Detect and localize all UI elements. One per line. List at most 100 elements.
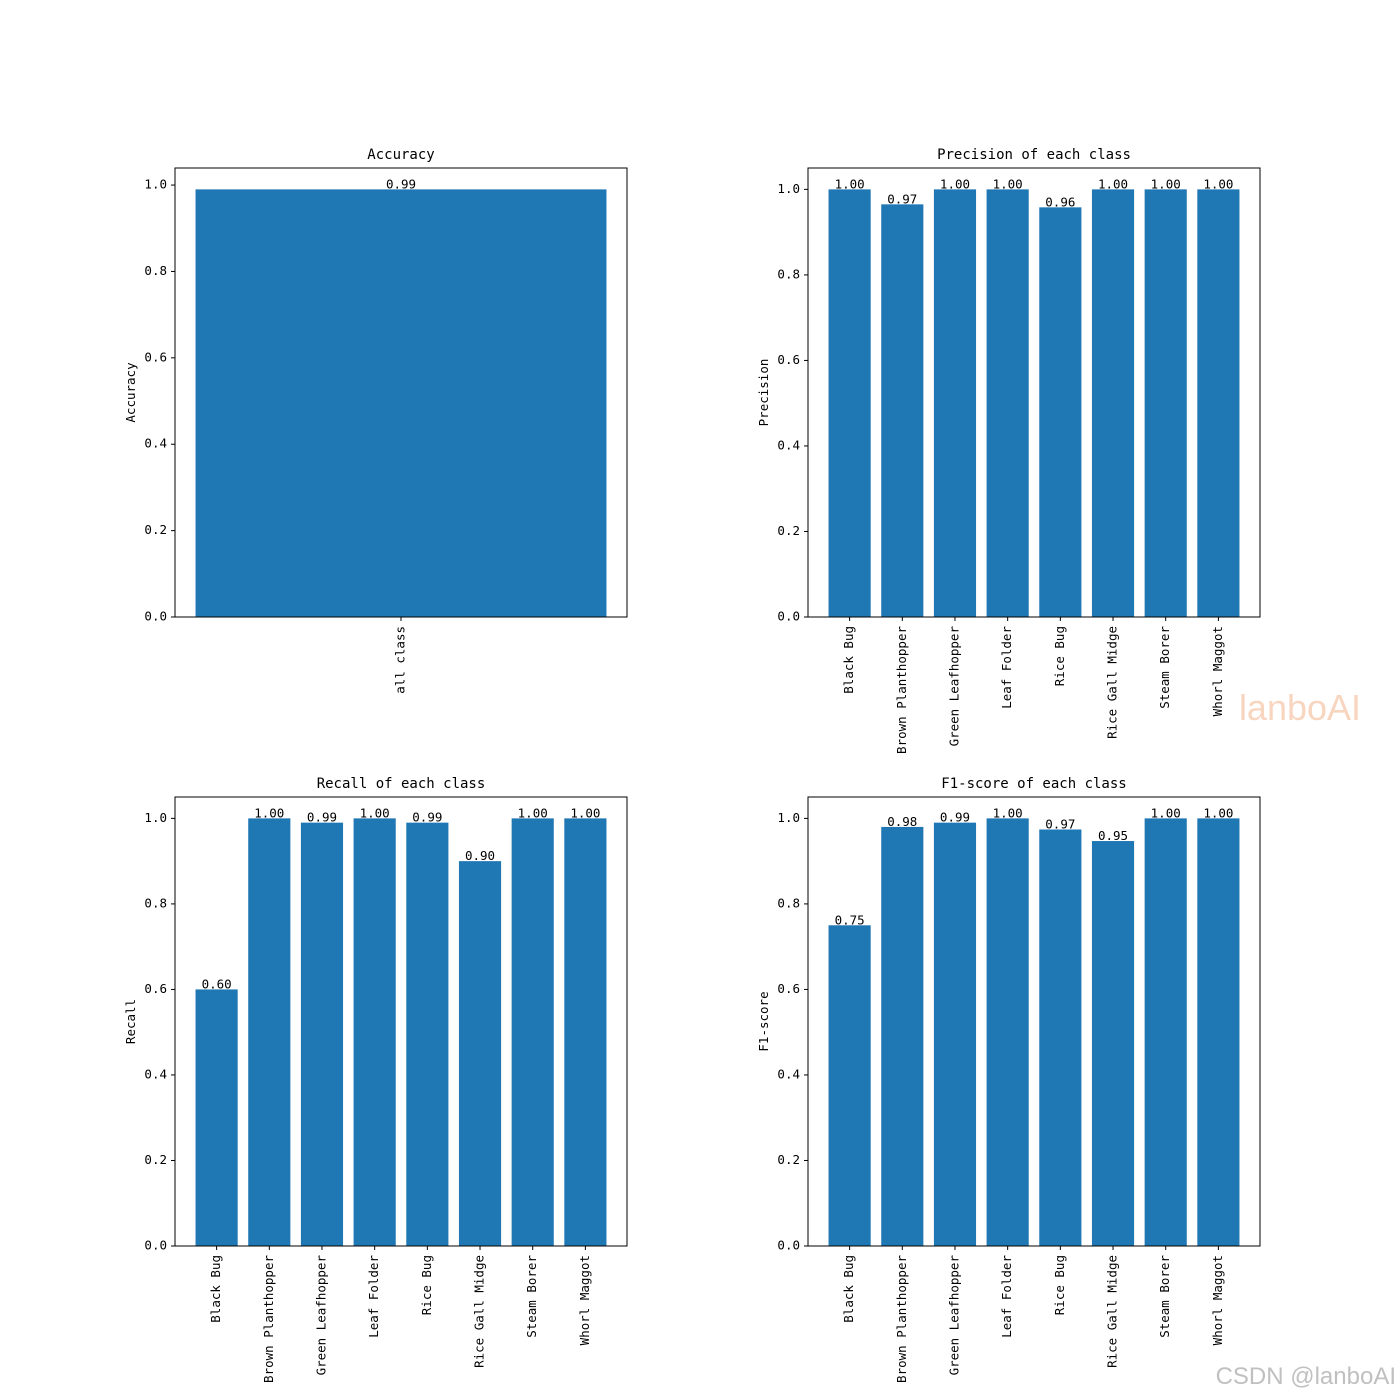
y-tick-label: 0.2	[777, 523, 800, 538]
y-tick-label: 1.0	[777, 810, 800, 825]
x-tick-label: Black Bug	[841, 1255, 856, 1323]
y-tick-label: 1.0	[144, 177, 167, 192]
bar	[353, 818, 396, 1246]
y-tick-label: 0.2	[144, 522, 167, 537]
value-label: 0.98	[887, 814, 917, 829]
value-label: 0.90	[465, 848, 495, 863]
bar	[828, 925, 871, 1246]
value-label: 1.00	[360, 805, 390, 820]
value-label: 0.99	[412, 810, 442, 825]
x-tick-label: Green Leafhopper	[946, 626, 961, 747]
value-label: 1.00	[993, 176, 1023, 191]
x-tick-label: Steam Borer	[524, 1255, 539, 1338]
subplot: 0.99 all class 0.0 0.2 0.4 0.6 0.8 1.0 Accuracy A…	[123, 147, 628, 694]
y-tick-label: 1.0	[777, 181, 800, 196]
value-label: 1.00	[1151, 176, 1181, 191]
x-tick-label: Rice Gall Midge	[472, 1255, 487, 1368]
bar	[195, 989, 238, 1246]
bar	[458, 861, 502, 1246]
bar	[933, 189, 977, 617]
y-tick-label: 0.2	[144, 1152, 167, 1167]
x-tick-label: Rice Bug	[419, 1255, 434, 1315]
x-tick-label: Leaf Folder	[366, 1255, 381, 1338]
bar	[1197, 818, 1240, 1246]
y-tick-label: 0.8	[777, 895, 800, 910]
x-tick-label: Brown Planthopper	[894, 1255, 909, 1383]
bar	[881, 204, 924, 617]
bar	[1039, 829, 1082, 1246]
y-tick-label: 1.0	[144, 810, 167, 825]
chart-title: Accuracy	[367, 147, 434, 163]
value-label: 1.00	[570, 805, 600, 820]
x-tick-label: Steam Borer	[1157, 626, 1172, 709]
x-tick-label: Brown Planthopper	[261, 1255, 276, 1383]
x-tick-label: Brown Planthopper	[894, 626, 909, 754]
x-tick-label: Whorl Maggot	[1210, 626, 1225, 716]
value-label: 1.00	[1203, 805, 1233, 820]
bar	[1091, 841, 1135, 1246]
value-label: 0.97	[1045, 816, 1075, 831]
axes-frame	[807, 796, 1261, 1247]
value-label: 0.99	[307, 810, 337, 825]
x-tick-label: Rice Gall Midge	[1105, 626, 1120, 739]
x-tick-label: Steam Borer	[1157, 1255, 1172, 1338]
chart-title: Recall of each class	[317, 776, 486, 792]
bar	[195, 189, 607, 617]
subplot: 1.00 Black Bug 0.97 Brown Planthopper 1.00 Gr…	[756, 147, 1261, 754]
subplot: 0.75 Black Bug 0.98 Brown Planthopper 0.99 Gr…	[756, 776, 1261, 1383]
y-tick-label: 0.6	[777, 352, 800, 367]
y-tick-label: 0.4	[144, 1066, 167, 1081]
axes-frame	[807, 167, 1261, 618]
axes-frame	[174, 167, 628, 618]
value-label: 0.96	[1045, 194, 1075, 209]
chart-title: Precision of each class	[937, 147, 1131, 163]
value-label: 1.00	[1098, 176, 1128, 191]
y-tick-label: 0.2	[777, 1152, 800, 1167]
bar	[881, 826, 924, 1246]
bar	[986, 818, 1029, 1246]
y-tick-label: 0.0	[777, 1238, 800, 1253]
x-tick-label: Whorl Maggot	[577, 1255, 592, 1345]
bar	[933, 822, 977, 1246]
bar	[300, 822, 344, 1246]
value-label: 1.00	[518, 805, 548, 820]
bar	[248, 818, 291, 1246]
y-axis-label: F1-score	[756, 991, 771, 1051]
bar	[1039, 207, 1082, 618]
bar	[511, 818, 554, 1246]
value-label: 0.60	[202, 976, 232, 991]
value-label: 0.99	[940, 810, 970, 825]
watermark: lanboAI	[1239, 687, 1361, 728]
y-tick-label: 0.4	[144, 436, 167, 451]
x-tick-label: Black Bug	[208, 1255, 223, 1323]
value-label: 0.95	[1098, 828, 1128, 843]
bar	[1144, 818, 1187, 1246]
x-tick-label: Black Bug	[841, 626, 856, 694]
x-tick-label: Leaf Folder	[999, 626, 1014, 709]
y-tick-label: 0.8	[777, 266, 800, 281]
y-tick-label: 0.8	[144, 263, 167, 278]
bar	[986, 189, 1029, 617]
value-label: 1.00	[993, 805, 1023, 820]
y-axis-label: Recall	[123, 999, 138, 1044]
x-tick-label: Leaf Folder	[999, 1255, 1014, 1338]
y-axis-label: Accuracy	[123, 362, 138, 423]
x-tick-label: Green Leafhopper	[313, 1255, 328, 1376]
y-tick-label: 0.6	[777, 981, 800, 996]
axes-frame	[174, 796, 628, 1247]
y-tick-label: 0.4	[777, 1066, 800, 1081]
bar	[1197, 189, 1240, 617]
bar	[564, 818, 607, 1246]
subplot: 0.60 Black Bug 1.00 Brown Planthopper 0.99 Gr…	[123, 776, 628, 1383]
value-label: 1.00	[835, 176, 865, 191]
bar	[1144, 189, 1187, 617]
y-tick-label: 0.0	[144, 609, 167, 624]
y-tick-label: 0.6	[144, 349, 167, 364]
x-tick-label: Rice Bug	[1052, 626, 1067, 686]
value-label: 0.97	[887, 191, 917, 206]
value-label: 0.75	[835, 912, 865, 927]
x-tick-label: Green Leafhopper	[946, 1255, 961, 1376]
x-tick-label: Rice Gall Midge	[1105, 1255, 1120, 1368]
bar	[828, 189, 871, 617]
chart-title: F1-score of each class	[941, 776, 1126, 792]
